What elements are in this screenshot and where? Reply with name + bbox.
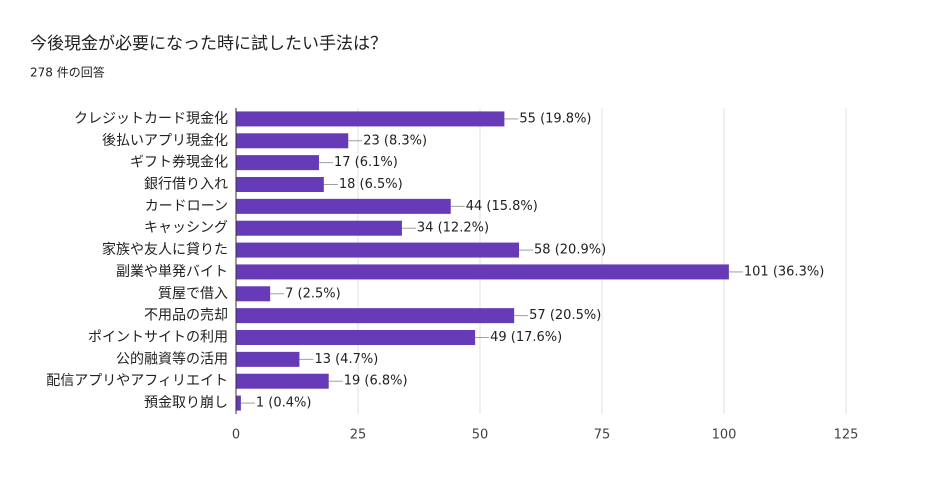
data-label: 49 (17.6%) (490, 330, 562, 345)
bar (236, 264, 729, 280)
bar (236, 155, 319, 171)
data-label: 18 (6.5%) (339, 177, 403, 192)
data-label: 19 (6.8%) (344, 374, 408, 389)
data-label: 17 (6.1%) (334, 155, 398, 170)
y-tick-label: カードローン (145, 198, 228, 214)
data-label: 58 (20.9%) (534, 243, 606, 258)
y-tick-label: ポイントサイトの利用 (88, 330, 228, 346)
bar (236, 111, 505, 127)
y-tick-label: クレジットカード現金化 (74, 111, 228, 127)
x-tick-label: 50 (472, 428, 489, 443)
y-tick-label: 副業や単発バイト (116, 264, 228, 280)
y-tick-label: 公的融資等の活用 (116, 350, 228, 367)
data-label: 57 (20.5%) (529, 308, 601, 323)
bar (236, 198, 451, 214)
y-tick-label: キャッシング (144, 220, 228, 236)
chart-title: 今後現金が必要になった時に試したい手法は？ (30, 34, 387, 54)
data-label: 13 (4.7%) (314, 352, 378, 367)
y-tick-label: 後払いアプリ現金化 (102, 133, 228, 149)
x-tick-label: 100 (712, 428, 737, 443)
x-tick-label: 75 (594, 428, 611, 443)
bar (236, 351, 300, 367)
y-tick-label: 不用品の売却 (144, 308, 228, 324)
bar (236, 395, 241, 411)
bar (236, 220, 402, 236)
data-label: 34 (12.2%) (417, 221, 489, 236)
data-label: 55 (19.8%) (519, 111, 591, 126)
x-tick-label: 0 (232, 428, 240, 443)
bar (236, 242, 520, 258)
bar (236, 177, 324, 192)
y-tick-label: 質屋で借入 (158, 286, 228, 302)
x-tick-label: 125 (834, 428, 859, 443)
bar (236, 133, 349, 149)
y-tick-label: 預金取り崩し (144, 395, 228, 411)
data-label: 7 (2.5%) (285, 286, 341, 301)
y-tick-label: 銀行借り入れ (144, 177, 228, 193)
y-tick-label: 家族や友人に貸りた (102, 241, 228, 258)
y-tick-label: 配信アプリやアフィリエイト (46, 373, 228, 389)
data-label: 23 (8.3%) (363, 133, 427, 148)
bar (236, 330, 476, 345)
chart-subtitle: 278 件の回答 (30, 65, 105, 80)
data-label: 44 (15.8%) (466, 199, 538, 214)
bar (236, 373, 329, 389)
x-tick-label: 25 (350, 428, 367, 443)
bar (236, 286, 271, 302)
y-tick-label: ギフト券現金化 (130, 155, 228, 171)
data-label: 1 (0.4%) (256, 396, 312, 411)
bar (236, 308, 515, 324)
data-label: 101 (36.3%) (744, 264, 824, 279)
